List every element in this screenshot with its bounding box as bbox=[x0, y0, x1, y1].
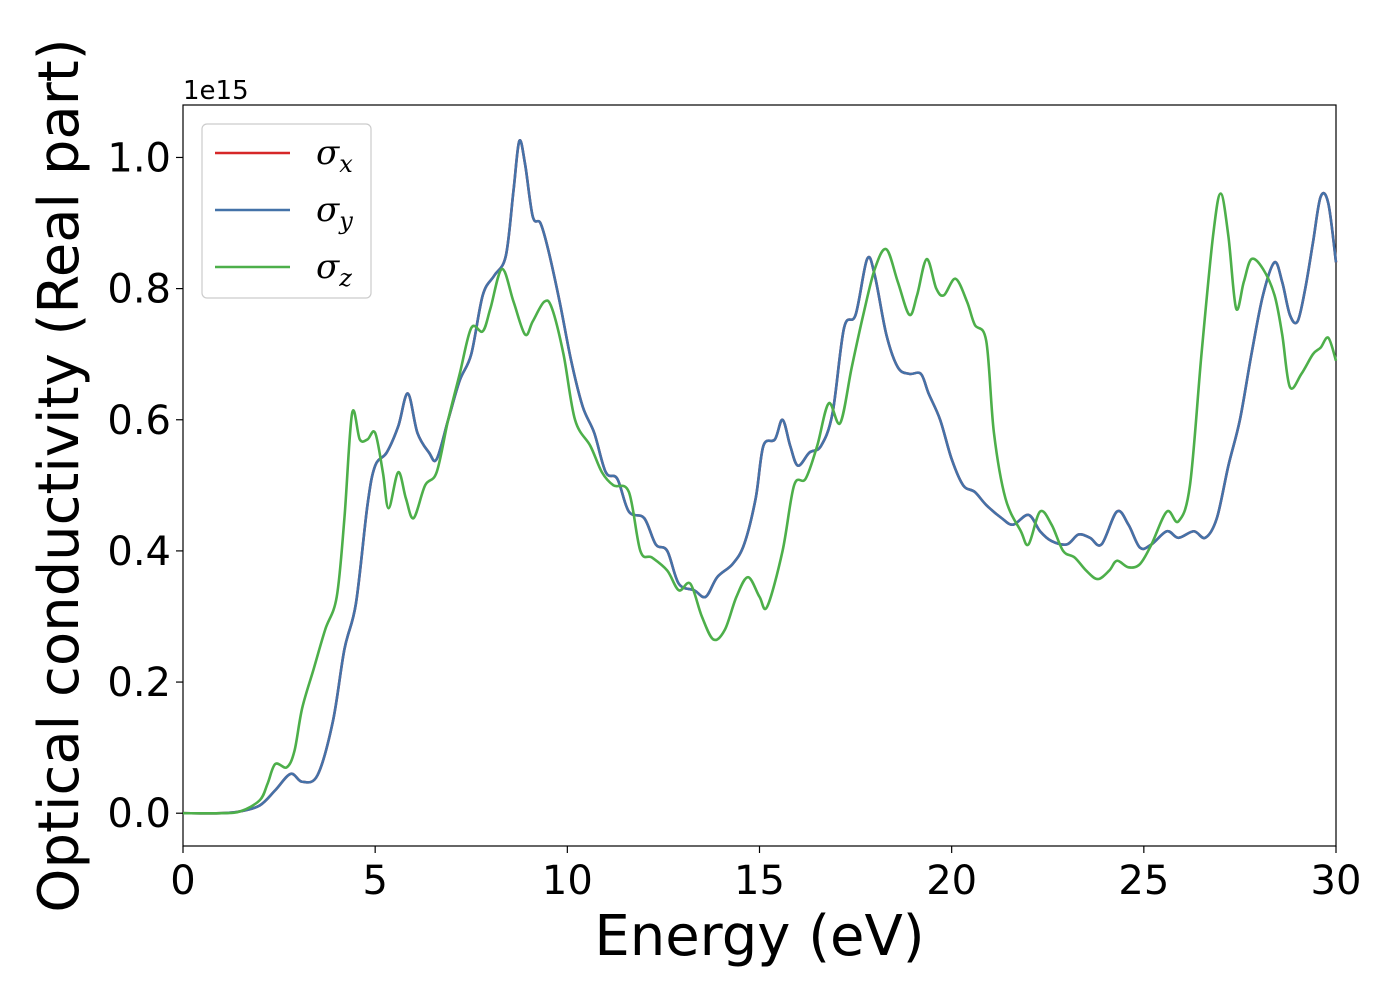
y-tick-label: 0.8 bbox=[107, 267, 171, 313]
y-axis-title: Optical conductivity (Real part) bbox=[27, 38, 92, 912]
x-tick-label: 20 bbox=[926, 858, 977, 904]
y-offset-label: 1e15 bbox=[183, 76, 249, 106]
x-tick-label: 0 bbox=[170, 858, 195, 904]
x-tick-label: 25 bbox=[1118, 858, 1169, 904]
x-tick-label: 15 bbox=[734, 858, 785, 904]
legend-label-x: σx bbox=[316, 133, 353, 178]
legend-label-z: σz bbox=[316, 247, 352, 292]
x-tick-label: 10 bbox=[542, 858, 593, 904]
series-line-y bbox=[182, 138, 1338, 815]
legend-label-y: σy bbox=[316, 190, 353, 235]
y-tick-label: 0.2 bbox=[107, 660, 171, 706]
x-axis: 0 5 10 15 20 25 30 bbox=[170, 846, 1361, 904]
series-layer bbox=[182, 138, 1338, 815]
x-tick-label: 5 bbox=[362, 858, 387, 904]
y-tick-label: 0.6 bbox=[107, 398, 171, 444]
y-axis: 0.0 0.2 0.4 0.6 0.8 1.0 bbox=[107, 135, 183, 837]
x-axis-title: Energy (eV) bbox=[594, 904, 924, 969]
y-tick-label: 0.0 bbox=[107, 791, 171, 837]
y-tick-label: 1.0 bbox=[107, 135, 171, 181]
y-tick-label: 0.4 bbox=[107, 529, 171, 575]
legend: σx σy σz bbox=[201, 123, 372, 299]
series-line-z bbox=[182, 192, 1338, 815]
x-tick-label: 30 bbox=[1311, 858, 1362, 904]
